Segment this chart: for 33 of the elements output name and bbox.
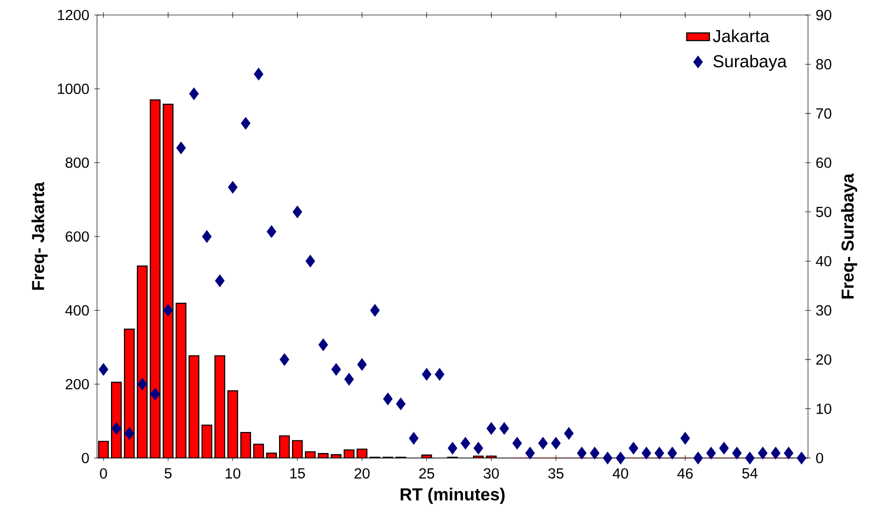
y-tick-label: 1000 — [58, 84, 89, 94]
x-tick-label: 35 — [548, 468, 564, 479]
x-tick-label: 40 — [612, 468, 628, 479]
x-tick-label: 54 — [742, 468, 758, 478]
x-tick-label: 20 — [354, 468, 370, 479]
y-tick-label: 800 — [66, 157, 89, 168]
x-tick-label: 30 — [484, 468, 499, 479]
x-axis-title: RT (minutes) — [400, 488, 505, 504]
y2-tick-label: 70 — [816, 108, 832, 119]
y-axis-title: Freq- Jakarta — [32, 182, 48, 290]
y-tick-label: 400 — [65, 305, 89, 316]
y2-tick-label: 80 — [816, 59, 832, 70]
x-tick-label: 25 — [419, 468, 434, 479]
y2-tick-label: 40 — [816, 256, 832, 266]
y2-tick-label: 30 — [816, 305, 832, 316]
y2-tick-label: 90 — [816, 10, 832, 20]
y-tick-label: 0 — [82, 452, 89, 464]
y2-tick-label: 20 — [816, 354, 832, 365]
x-tick-label: 0 — [100, 468, 107, 479]
y-tick-label: 1200 — [58, 10, 89, 20]
legend-label: Surabaya — [713, 54, 787, 71]
x-tick-label: 46 — [677, 468, 693, 479]
legend-label: Jakarta — [712, 29, 770, 42]
y2-tick-label: 60 — [816, 157, 832, 168]
x-tick-label: 15 — [290, 468, 305, 478]
y-tick-label: 600 — [66, 231, 89, 242]
y-tick-label: 200 — [66, 378, 89, 390]
y2-tick-label: 0 — [816, 452, 824, 464]
x-tick-label: 5 — [164, 468, 172, 478]
y2-tick-label: 10 — [816, 404, 832, 414]
x-tick-label: 10 — [226, 468, 240, 479]
y2-axis-title: Freq- Surabaya — [841, 173, 858, 298]
y2-tick-label: 50 — [816, 206, 832, 218]
